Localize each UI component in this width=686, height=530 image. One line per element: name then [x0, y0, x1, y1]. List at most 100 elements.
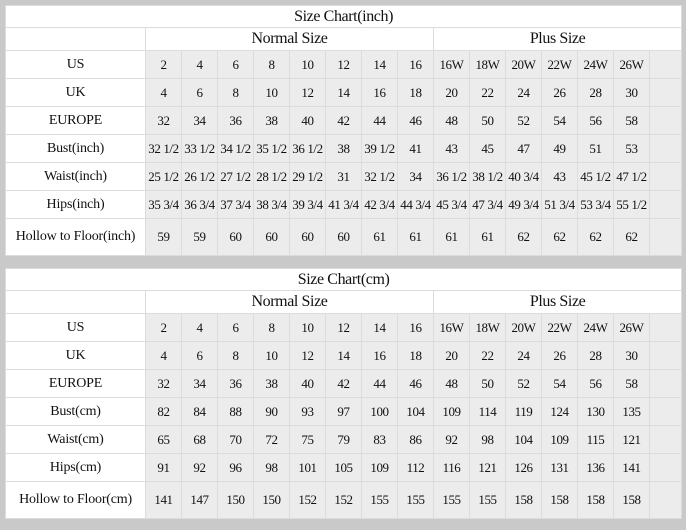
size-value: 16 [361, 78, 398, 107]
size-value: 44 3/4 [397, 190, 434, 219]
size-value: 6 [181, 78, 218, 107]
size-value: 155 [433, 481, 470, 519]
size-value: 84 [181, 397, 218, 426]
size-value: 61 [469, 218, 506, 256]
size-value: 62 [505, 218, 542, 256]
size-value: 58 [613, 106, 650, 135]
size-value: 2 [145, 313, 182, 342]
row-label: US [5, 50, 146, 79]
size-value: 10 [253, 341, 290, 370]
size-value: 42 [325, 369, 362, 398]
size-value: 121 [613, 425, 650, 454]
size-value: 38 3/4 [253, 190, 290, 219]
size-value: 62 [541, 218, 578, 256]
size-value: 27 1/2 [217, 162, 254, 191]
size-value: 22W [541, 50, 578, 79]
size-table: Size Chart(cm) Normal Size Plus Size US 2 4 6 8… [4, 268, 683, 519]
size-value: 6 [181, 341, 218, 370]
filler-cell [648, 106, 683, 135]
size-value: 39 3/4 [289, 190, 326, 219]
size-value: 34 [397, 162, 434, 191]
size-value: 62 [577, 218, 614, 256]
size-value: 158 [577, 481, 614, 519]
size-value: 114 [469, 397, 506, 426]
size-value: 116 [433, 453, 470, 482]
size-value: 32 1/2 [361, 162, 398, 191]
size-value: 32 1/2 [145, 134, 182, 163]
size-value: 53 [613, 134, 650, 163]
size-value: 16 [397, 313, 434, 342]
size-value: 58 [613, 369, 650, 398]
size-value: 147 [181, 481, 218, 519]
size-value: 26 1/2 [181, 162, 218, 191]
size-value: 24 [505, 78, 542, 107]
size-value: 4 [181, 50, 218, 79]
filler-cell [648, 481, 683, 519]
size-value: 126 [505, 453, 542, 482]
table-row: Hips(cm) 91 92 96 98 101 105 109 112 116 121 126 131… [5, 453, 683, 482]
size-value: 10 [289, 50, 326, 79]
chart-title: Size Chart(cm) [4, 268, 683, 291]
row-label: UK [5, 78, 146, 107]
size-value: 38 [253, 106, 290, 135]
size-value: 72 [253, 425, 290, 454]
size-value: 109 [361, 453, 398, 482]
size-value: 14 [361, 50, 398, 79]
size-value: 86 [397, 425, 434, 454]
size-value: 46 [397, 106, 434, 135]
size-value: 54 [541, 369, 578, 398]
size-value: 37 3/4 [217, 190, 254, 219]
size-value: 43 [541, 162, 578, 191]
size-value: 155 [361, 481, 398, 519]
size-value: 61 [397, 218, 434, 256]
size-value: 8 [217, 341, 254, 370]
size-value: 2 [145, 50, 182, 79]
table-row: Hips(inch) 35 3/4 36 3/4 37 3/4 38 3/4 39 3/4… [5, 190, 683, 219]
empty-header-cell [5, 290, 146, 314]
size-value: 59 [145, 218, 182, 256]
table-row: US 2 4 6 8 10 12 14 16 16W 18W 20W 22W 24W 26W [5, 313, 683, 342]
size-value: 46 [397, 369, 434, 398]
size-value: 26 [541, 341, 578, 370]
size-value: 56 [577, 369, 614, 398]
size-value: 96 [217, 453, 254, 482]
size-value: 36 3/4 [181, 190, 218, 219]
size-value: 152 [325, 481, 362, 519]
size-value: 8 [217, 78, 254, 107]
size-value: 62 [613, 218, 650, 256]
size-value: 45 [469, 134, 506, 163]
size-value: 25 1/2 [145, 162, 182, 191]
size-value: 12 [289, 78, 326, 107]
size-value: 26W [613, 50, 650, 79]
size-value: 101 [289, 453, 326, 482]
size-value: 12 [289, 341, 326, 370]
size-value: 141 [145, 481, 182, 519]
row-label: Waist(inch) [5, 162, 146, 191]
size-value: 109 [541, 425, 578, 454]
filler-cell [648, 453, 683, 482]
size-value: 91 [145, 453, 182, 482]
size-value: 158 [541, 481, 578, 519]
size-value: 42 3/4 [361, 190, 398, 219]
size-value: 130 [577, 397, 614, 426]
size-value: 115 [577, 425, 614, 454]
size-value: 92 [433, 425, 470, 454]
size-value: 42 [325, 106, 362, 135]
table-row: Waist(cm) 65 68 70 72 75 79 83 86 92 98 104 109 115 12… [5, 425, 683, 454]
size-value: 93 [289, 397, 326, 426]
size-value: 31 [325, 162, 362, 191]
size-value: 49 3/4 [505, 190, 542, 219]
size-value: 60 [217, 218, 254, 256]
size-value: 26 [541, 78, 578, 107]
filler-cell [648, 341, 683, 370]
size-value: 90 [253, 397, 290, 426]
size-value: 6 [217, 50, 254, 79]
size-value: 35 3/4 [145, 190, 182, 219]
size-value: 41 3/4 [325, 190, 362, 219]
size-value: 60 [289, 218, 326, 256]
filler-cell [648, 369, 683, 398]
row-label: Hollow to Floor(cm) [5, 481, 146, 519]
size-value: 4 [181, 313, 218, 342]
size-value: 12 [325, 50, 362, 79]
filler-cell [648, 313, 683, 342]
